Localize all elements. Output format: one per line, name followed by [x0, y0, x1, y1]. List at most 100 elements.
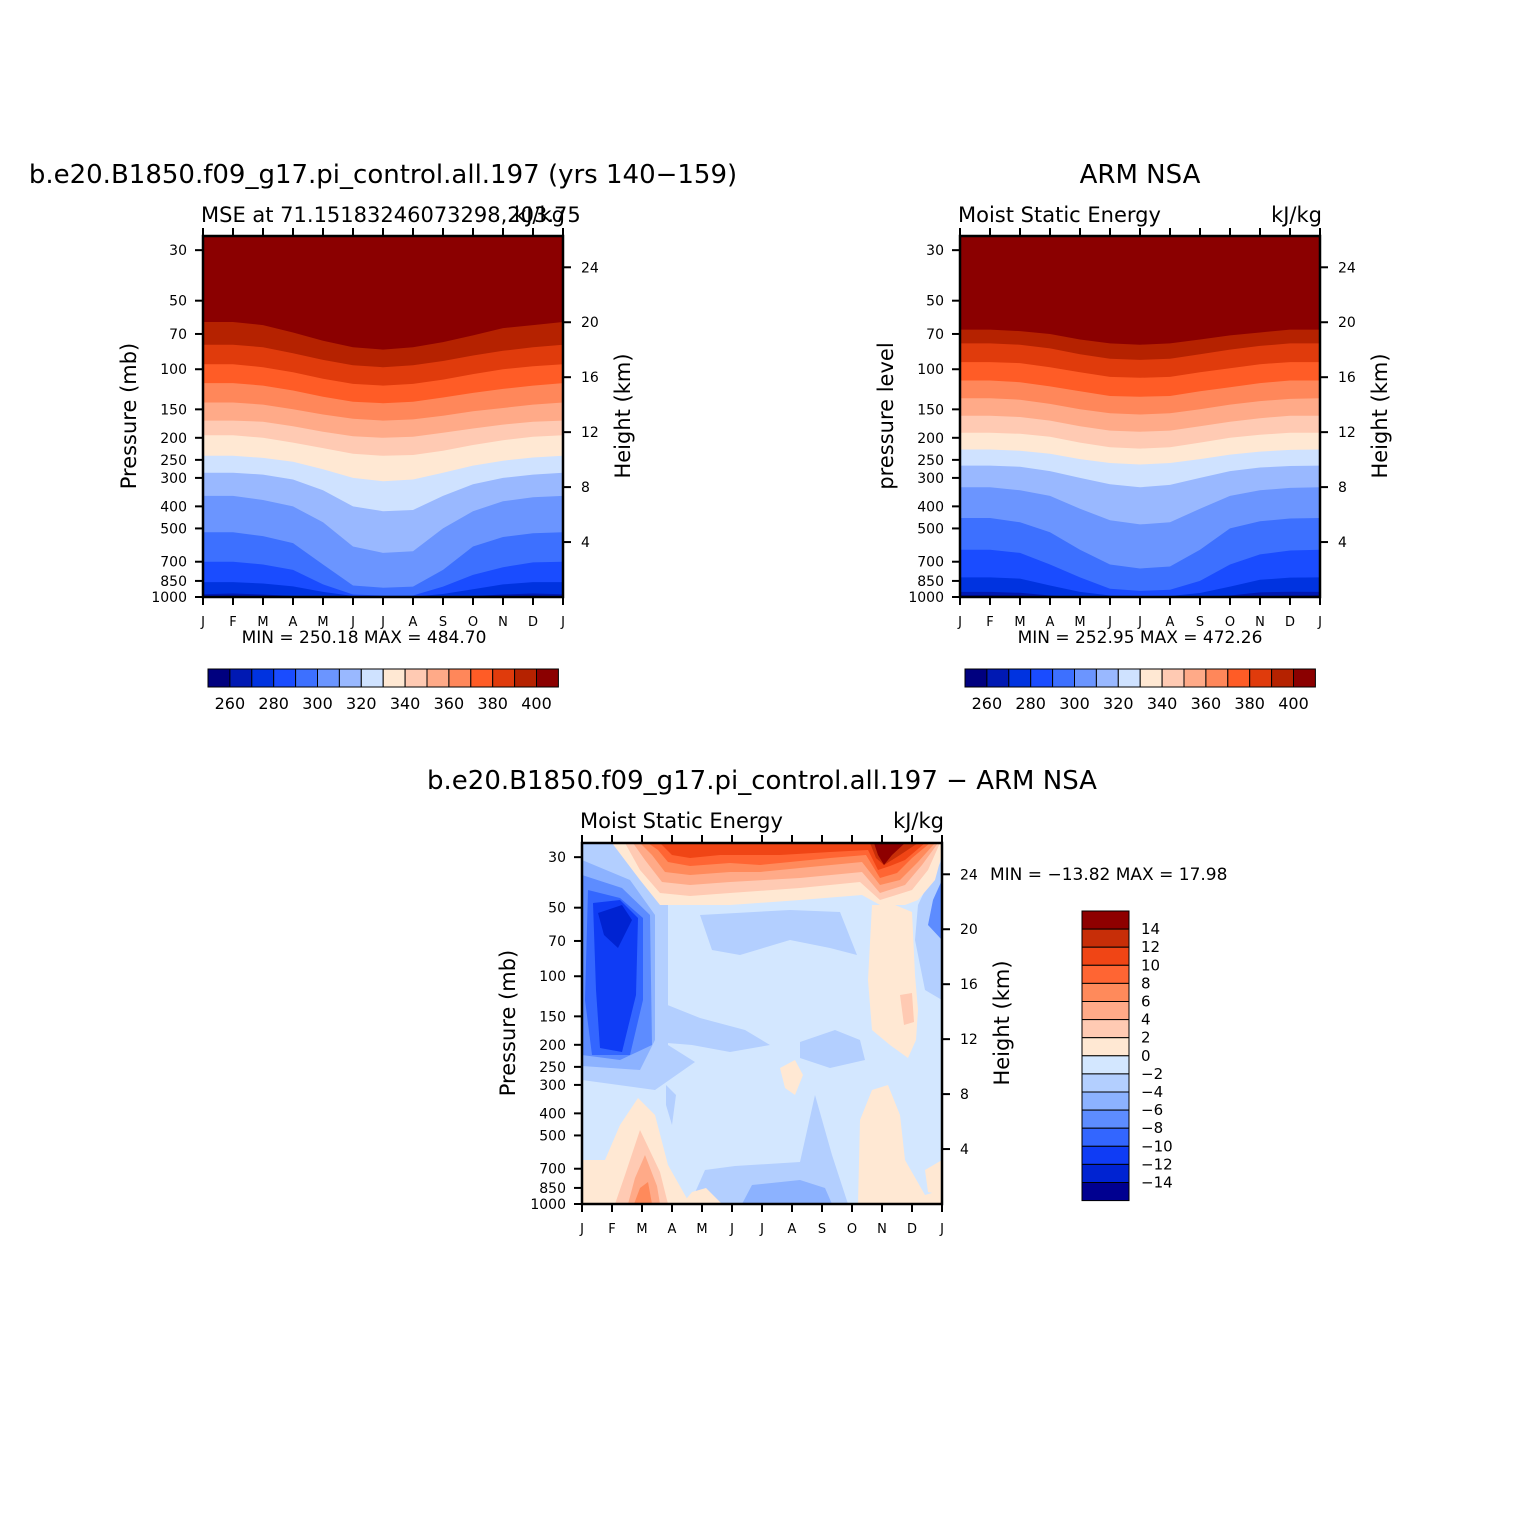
x-tick-label: A	[289, 615, 298, 630]
x-tick-label: M	[696, 1222, 707, 1237]
colorbar-label: 14	[1141, 920, 1160, 938]
colorbar-swatch	[1227, 668, 1251, 688]
diff-region-neg10-topleft	[593, 900, 638, 1052]
colorbar-swatch	[338, 668, 362, 688]
colorbar-swatch	[273, 668, 297, 688]
panel-obs-left-subtitle: Moist Static Energy	[958, 203, 1161, 227]
colorbar-swatch	[382, 668, 406, 688]
colorbar-swatch	[1249, 668, 1273, 688]
y-tick-label: 50	[926, 294, 944, 310]
y-tick-label: 300	[160, 471, 187, 487]
colorbar-swatch	[1081, 946, 1130, 966]
panel-diff-stats: MIN = −13.82 MAX = 17.98	[990, 865, 1227, 885]
x-tick-label: J	[1107, 615, 1112, 630]
colorbar-swatch	[1081, 1163, 1130, 1184]
y-tick-label: 150	[539, 1009, 566, 1025]
panel-diff-ylabel: Pressure (mb)	[496, 950, 520, 1097]
y-right-tick-label: 8	[960, 1087, 969, 1103]
diff-region-pos0-patch	[780, 1060, 803, 1095]
x-tick-label: N	[1255, 615, 1265, 630]
colorbar-swatch	[295, 668, 319, 688]
diff-region-neg2-bottom	[690, 1095, 848, 1204]
y-right-tick-label: 20	[581, 315, 599, 331]
y-tick-label: 250	[539, 1060, 566, 1076]
x-tick-label: J	[957, 615, 962, 630]
colorbar-label: 8	[1141, 974, 1151, 992]
y-tick-label: 700	[160, 555, 187, 571]
y-tick-label: 50	[169, 294, 187, 310]
x-tick-label: D	[528, 615, 538, 630]
y-tick-label: 1000	[908, 590, 944, 606]
y-tick-label: 850	[539, 1181, 566, 1197]
y-tick-label: 400	[917, 499, 944, 515]
diff-region-pos2-right	[900, 993, 914, 1025]
y-right-tick-label: 8	[1338, 480, 1347, 496]
colorbar-swatch	[1081, 1019, 1130, 1039]
y-right-tick-label: 16	[581, 370, 599, 386]
colorbar-label: 6	[1141, 993, 1151, 1011]
panel-model-contour-fill	[203, 236, 563, 597]
colorbar-label: 300	[302, 694, 333, 713]
colorbar-label: 380	[477, 694, 508, 713]
colorbar-label: 260	[972, 694, 1003, 713]
colorbar-swatch	[986, 668, 1010, 688]
colorbar-swatch	[1081, 1109, 1130, 1129]
x-tick-label: S	[439, 615, 447, 630]
colorbar-label: −6	[1141, 1101, 1163, 1119]
diff-region-neg2-mid3	[800, 1030, 865, 1068]
colorbar-swatch	[1081, 1127, 1130, 1147]
colorbar-swatch	[470, 668, 494, 688]
x-tick-label: A	[1046, 615, 1055, 630]
y-tick-label: 100	[539, 969, 566, 985]
colorbar-swatch	[1081, 1073, 1130, 1093]
y-tick-label: 30	[926, 243, 944, 259]
x-tick-label: M	[636, 1222, 647, 1237]
colorbar-label: 340	[1147, 694, 1178, 713]
y-right-tick-label: 4	[1338, 535, 1347, 551]
mse-band	[203, 582, 563, 597]
colorbar-swatch	[1081, 1091, 1130, 1111]
panel-obs-right-subtitle: kJ/kg	[1271, 203, 1322, 227]
panel-obs-ylabel: pressure level	[874, 342, 898, 489]
x-tick-label: J	[579, 1222, 584, 1237]
x-tick-label: J	[759, 1222, 764, 1237]
colorbar-label: 400	[521, 694, 552, 713]
colorbar-swatch	[1205, 668, 1229, 688]
y-tick-label: 500	[160, 521, 187, 537]
y-tick-label: 150	[917, 402, 944, 418]
colorbar-label: −14	[1141, 1174, 1173, 1192]
y-tick-label: 200	[539, 1038, 566, 1054]
colorbar-swatch	[1008, 668, 1032, 688]
y-right-tick-label: 20	[960, 922, 978, 938]
x-tick-label: N	[498, 615, 508, 630]
colorbar-label: 12	[1141, 938, 1160, 956]
diff-region-neg12-topleft	[598, 905, 632, 948]
x-tick-label: M	[1074, 615, 1085, 630]
panel-obs-colorbar: 260 280 300 320 340 360 380 400	[964, 668, 1316, 713]
y-tick-label: 70	[169, 327, 187, 343]
y-tick-label: 70	[548, 934, 566, 950]
panel-model-stats: MIN = 250.18 MAX = 484.70	[242, 628, 487, 648]
mse-band	[960, 591, 1320, 597]
diff-region-neg6-right	[928, 880, 942, 940]
y-right-tick-label: 24	[1338, 260, 1356, 276]
panel-model-colorbar: 260 280 300 320 340 360 380 400	[207, 668, 559, 713]
x-tick-label: J	[350, 615, 355, 630]
y-tick-label: 150	[160, 402, 187, 418]
colorbar-swatch	[1074, 668, 1097, 688]
x-tick-label: O	[847, 1222, 857, 1237]
colorbar-swatch	[1081, 910, 1130, 930]
colorbar-swatch	[1095, 668, 1119, 688]
diff-region-pos0-bottomright	[858, 1085, 942, 1204]
y-tick-label: 30	[548, 850, 566, 866]
x-tick-label: F	[986, 615, 993, 630]
colorbar-swatch	[1293, 668, 1316, 688]
y-right-tick-label: 12	[581, 425, 599, 441]
x-tick-label: N	[877, 1222, 887, 1237]
colorbar-swatch	[536, 668, 559, 688]
y-tick-label: 850	[917, 574, 944, 590]
x-tick-label: M	[317, 615, 328, 630]
y-right-tick-label: 24	[581, 260, 599, 276]
colorbar-swatch	[1081, 1145, 1130, 1165]
